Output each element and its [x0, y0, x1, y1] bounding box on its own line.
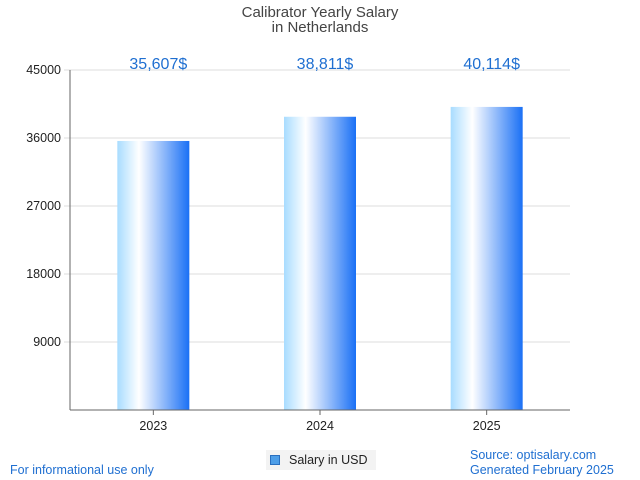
source-link[interactable]: Source: optisalary.com: [470, 448, 597, 462]
legend[interactable]: Salary in USD: [266, 450, 376, 470]
data-label: 40,114$: [463, 56, 520, 73]
x-tick-label: 2023: [139, 419, 167, 433]
generated-date: Generated February 2025: [470, 463, 614, 477]
x-tick-label: 2024: [306, 419, 334, 433]
info-note: For informational use only: [10, 463, 154, 477]
y-tick-label: 36000: [26, 131, 61, 145]
x-tick-label: 2025: [473, 419, 501, 433]
data-label: 38,811$: [297, 56, 354, 73]
legend-label: Salary in USD: [289, 453, 368, 467]
source-block: Source: optisalary.com Generated Februar…: [470, 448, 614, 478]
y-tick-label: 45000: [26, 63, 61, 77]
legend-swatch: [270, 455, 280, 465]
bar-2023[interactable]: [117, 140, 190, 410]
bar-2024[interactable]: [284, 116, 356, 411]
bar-2025[interactable]: [450, 106, 523, 410]
y-tick-label: 27000: [26, 199, 61, 213]
y-tick-label: 18000: [26, 267, 61, 281]
data-label: 35,607$: [129, 56, 187, 73]
chart-title: Calibrator Yearly Salary: [241, 4, 399, 21]
y-tick-label: 9000: [33, 335, 61, 349]
chart-subtitle: in Netherlands: [271, 19, 369, 36]
